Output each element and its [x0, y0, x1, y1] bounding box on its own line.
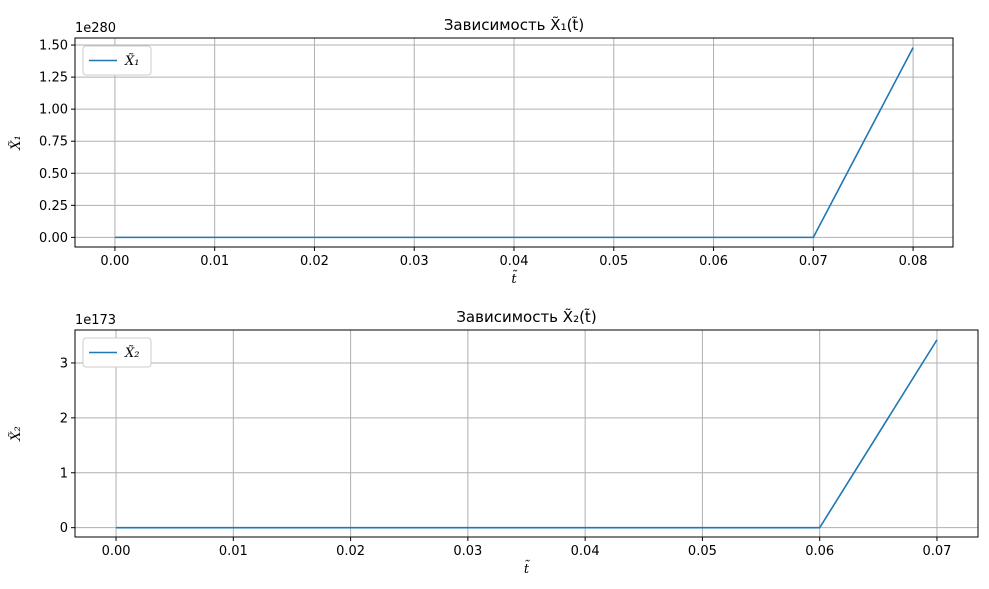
- y-tick-label: 0.50: [39, 167, 68, 182]
- x-tick-label: 0.02: [300, 254, 329, 269]
- x-tick-label: 0.03: [400, 254, 429, 269]
- y-tick-label: 1.50: [39, 39, 68, 54]
- x-tick-label: 0.00: [100, 254, 129, 269]
- chart-title: Зависимость X̃₁(t̃): [444, 15, 584, 34]
- y-tick-label: 1.25: [39, 71, 68, 86]
- chart-title: Зависимость X̃₂(t̃): [456, 307, 596, 326]
- x-tick-label: 0.07: [799, 254, 828, 269]
- y-axis-label: X̃₁: [8, 135, 24, 150]
- chart-x1: 0.00 0.01 0.02 0.03 0.04 0.05 0.06 0.07 0.08 0.00…: [8, 15, 954, 287]
- axis-offset-text: 1e173: [75, 313, 116, 328]
- y-tick-label: 2: [60, 411, 68, 426]
- legend-label: X̃₁: [124, 53, 139, 69]
- x-tick-label: 0.04: [571, 544, 600, 559]
- series-line-0: [116, 339, 938, 529]
- axes-frame: [74, 329, 979, 538]
- axis-offset-text: 1e280: [75, 21, 116, 36]
- legend-label: X̃₂: [124, 345, 139, 361]
- x-axis-label: t̃: [524, 560, 530, 577]
- x-tick-label: 0.08: [899, 254, 928, 269]
- y-tick-label: 0.75: [39, 135, 68, 150]
- x-tick-label: 0.01: [219, 544, 248, 559]
- x-axis-label: t̃: [511, 270, 517, 287]
- series-line-0: [114, 47, 914, 239]
- y-tick-label: 0.00: [39, 231, 68, 246]
- x-tick-label: 0.05: [599, 254, 628, 269]
- y-tick-label: 1: [60, 466, 68, 481]
- y-tick-label: 0.25: [39, 199, 68, 214]
- x-tick-label: 0.07: [922, 544, 951, 559]
- y-tick-label: 3: [60, 356, 68, 371]
- x-tick-label: 0.06: [699, 254, 728, 269]
- y-tick-label: 0: [60, 521, 68, 536]
- x-tick-label: 0.01: [200, 254, 229, 269]
- y-axis-label: X̃₂: [8, 426, 24, 441]
- x-tick-label: 0.03: [453, 544, 482, 559]
- x-tick-label: 0.02: [336, 544, 365, 559]
- x-tick-label: 0.05: [688, 544, 717, 559]
- y-tick-label: 1.00: [39, 103, 68, 118]
- axes-frame: [74, 37, 954, 248]
- x-tick-label: 0.06: [805, 544, 834, 559]
- x-tick-label: 0.00: [102, 544, 131, 559]
- x-tick-label: 0.04: [500, 254, 529, 269]
- chart-x2: 0.00 0.01 0.02 0.03 0.04 0.05 0.06 0.07 0 1 2 3 Зави…: [8, 307, 979, 577]
